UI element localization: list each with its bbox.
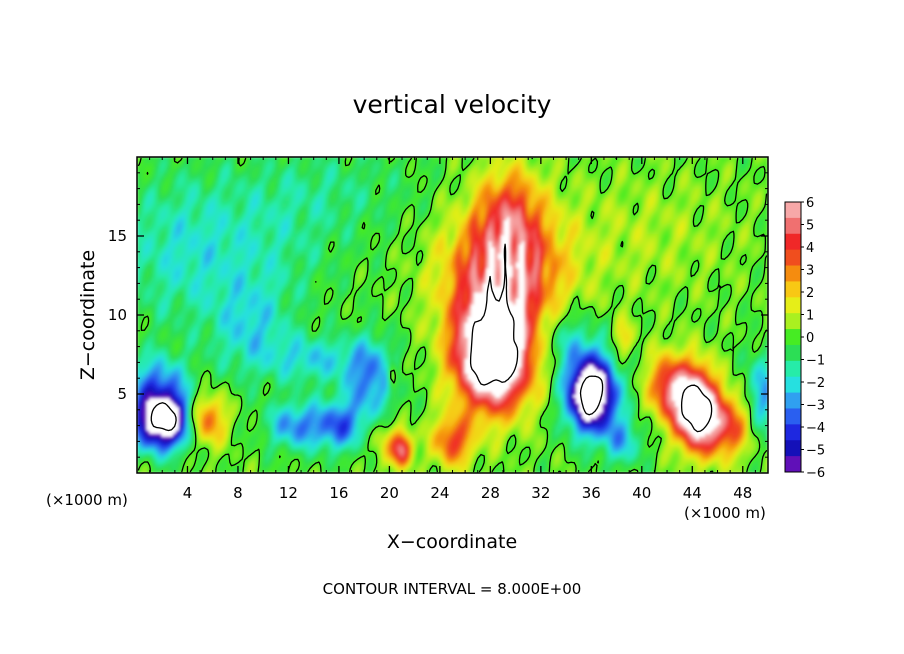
x-tick-label: 4 <box>183 484 193 502</box>
colorbar-tick-label: −2 <box>806 376 825 391</box>
colorbar-swatch <box>785 217 801 235</box>
colorbar-tick-label: 3 <box>806 264 814 279</box>
x-tick-label: 44 <box>683 484 702 502</box>
colorbar-swatch <box>785 313 801 330</box>
y-axis-ticks: 5 10 15 <box>108 172 768 458</box>
colorbar-swatch <box>785 281 801 298</box>
contour-lines <box>137 157 768 473</box>
y-tick-label: 10 <box>108 306 127 324</box>
x-tick-label: 12 <box>279 484 298 502</box>
colorbar-swatch <box>785 344 801 362</box>
y-axis-label: Z−coordinate <box>77 250 99 380</box>
y-tick-label: 15 <box>108 227 127 245</box>
x-axis-label: X−coordinate <box>387 531 517 553</box>
colorbar-tick-label: −5 <box>806 444 825 459</box>
contour-line <box>137 157 768 473</box>
x-axis-ticks: 4 8 12 16 20 24 28 32 36 40 44 48 <box>149 157 756 502</box>
colorbar-tick-label: −4 <box>806 421 825 436</box>
contour-line <box>150 375 604 432</box>
x-tick-label: 16 <box>329 484 348 502</box>
x-axis-unit-left: (×1000 m) <box>46 491 128 509</box>
heatmap-field <box>137 157 768 473</box>
contour-line <box>469 243 713 433</box>
x-axis-unit-right: (×1000 m) <box>684 504 766 522</box>
colorbar-swatch <box>785 392 801 409</box>
colorbar-tick-label: −1 <box>806 354 825 369</box>
chart-title: vertical velocity <box>353 90 552 119</box>
contour-interval-note: CONTOUR INTERVAL = 8.000E+00 <box>323 580 582 598</box>
x-tick-label: 24 <box>430 484 449 502</box>
x-tick-label: 40 <box>632 484 651 502</box>
colorbar-tick-label: 2 <box>806 286 814 301</box>
y-tick-label: 5 <box>117 385 127 403</box>
colorbar-tick-label: 6 <box>806 196 814 211</box>
colorbar-swatch <box>785 265 801 282</box>
colorbar-swatch <box>785 360 801 378</box>
colorbar-swatch <box>785 408 801 425</box>
x-tick-label: 48 <box>733 484 752 502</box>
colorbar-swatch <box>785 249 801 266</box>
x-tick-label: 32 <box>531 484 550 502</box>
colorbar-tick-label: 5 <box>806 219 814 234</box>
colorbar-swatch <box>785 424 801 441</box>
colorbar-tick-label: 0 <box>806 331 814 346</box>
x-tick-label: 20 <box>380 484 399 502</box>
x-tick-label: 28 <box>481 484 500 502</box>
colorbar-swatch <box>785 233 801 251</box>
colorbar-swatch <box>785 376 801 393</box>
colorbar-swatch <box>785 202 801 219</box>
colorbar: 6 5 4 3 2 1 0 −1 −2 −3 −4 −5 −6 <box>784 196 825 481</box>
colorbar-tick-label: −6 <box>806 466 825 481</box>
colorbar-tick-label: 1 <box>806 309 814 324</box>
colorbar-swatch <box>785 297 801 314</box>
colorbar-swatch <box>785 329 801 346</box>
colorbar-tick-label: 4 <box>806 241 814 256</box>
colorbar-swatch <box>785 456 801 473</box>
colorbar-swatch <box>785 440 801 457</box>
x-tick-label: 8 <box>233 484 243 502</box>
x-tick-label: 36 <box>582 484 601 502</box>
colorbar-tick-label: −3 <box>806 399 825 414</box>
